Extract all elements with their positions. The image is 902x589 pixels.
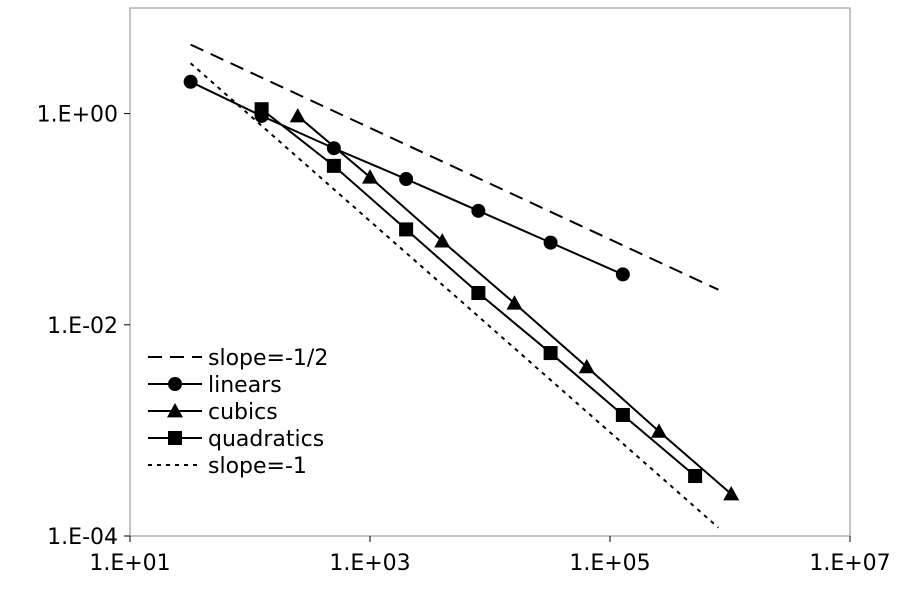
x-tick-label: 1.E+07 — [809, 551, 890, 576]
x-tick-label: 1.E+05 — [569, 551, 650, 576]
plot-area — [129, 7, 851, 537]
series-cubics — [289, 107, 740, 501]
series-slope-1-2 — [190, 43, 719, 291]
legend-label: slope=-1/2 — [208, 346, 328, 371]
data-point-triangle — [723, 485, 740, 501]
legend-label: cubics — [208, 400, 278, 425]
legend-entry: slope=-1 — [148, 454, 307, 479]
x-tick-label: 1.E+01 — [89, 551, 170, 576]
legend-entry: linears — [148, 373, 282, 398]
data-point-square — [543, 346, 558, 361]
series-line — [190, 43, 719, 291]
data-point-circle — [471, 203, 486, 218]
x-tick-label: 1.E+03 — [329, 551, 410, 576]
y-tick-label: 1.E-04 — [47, 525, 118, 550]
data-point-circle — [543, 235, 558, 250]
data-point-square — [326, 158, 341, 173]
data-point-triangle — [650, 423, 667, 438]
data-point-triangle — [167, 403, 183, 418]
y-tick-label: 1.E+00 — [37, 103, 118, 128]
axes: 1.E+01 1.E+03 1.E+05 1.E+07 1.E-04 1.E-02 1.E+… — [37, 103, 891, 576]
series-line — [189, 62, 720, 529]
y-tick-label: 1.E-02 — [47, 314, 118, 339]
data-point-square — [168, 431, 182, 445]
legend-entry: slope=-1/2 — [148, 346, 328, 371]
legend: slope=-1/2linearscubicsquadraticsslope=-… — [148, 346, 328, 479]
data-point-triangle — [289, 107, 306, 123]
legend-entry: quadratics — [148, 427, 324, 452]
data-point-square — [688, 468, 703, 483]
data-point-circle — [183, 74, 198, 89]
data-point-circle — [615, 267, 630, 282]
legend-label: linears — [208, 373, 282, 398]
series-slope-1 — [189, 62, 720, 529]
series-layer — [183, 43, 740, 529]
legend-entry: cubics — [148, 400, 278, 425]
data-point-triangle — [578, 358, 595, 374]
legend-label: quadratics — [208, 427, 324, 452]
data-point-circle — [399, 172, 414, 187]
data-point-triangle — [362, 169, 378, 184]
data-point-triangle — [434, 233, 451, 248]
data-point-triangle — [506, 295, 523, 310]
series-quadratics — [254, 102, 703, 483]
data-point-square — [471, 286, 486, 301]
data-point-square — [254, 102, 269, 117]
legend-label: slope=-1 — [208, 454, 307, 479]
data-point-circle — [168, 377, 182, 391]
data-point-square — [399, 222, 414, 237]
data-point-square — [615, 407, 630, 422]
